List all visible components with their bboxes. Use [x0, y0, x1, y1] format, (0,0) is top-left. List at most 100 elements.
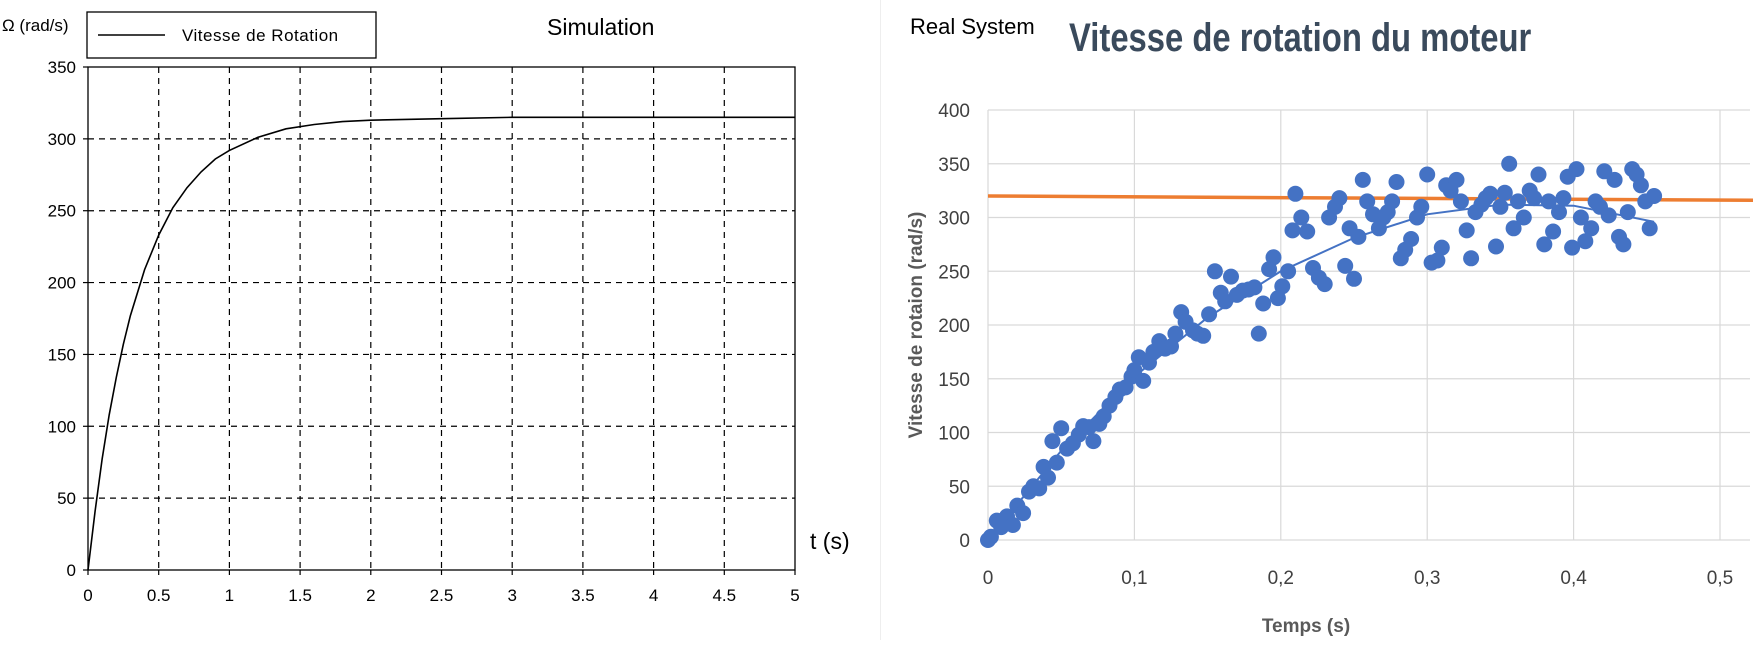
real-data-point [1555, 190, 1572, 207]
real-data-point [1606, 171, 1623, 188]
real-data-point [1223, 268, 1239, 285]
sim-x-tick-label: 3 [507, 586, 516, 605]
sim-x-tick-label: 5 [790, 586, 799, 605]
real-data-point [1287, 185, 1304, 202]
real-data-point [1217, 293, 1234, 310]
real-x-tick-label: 0,4 [1560, 568, 1587, 589]
real-data-point [1299, 223, 1316, 240]
real-x-tick-label: 0,1 [1121, 568, 1147, 589]
real-data-point [1433, 239, 1450, 256]
real-y-tick-label: 350 [938, 155, 970, 176]
real-data-point [1526, 190, 1543, 207]
real-data-point [1031, 480, 1048, 497]
real-data-point [1163, 338, 1179, 355]
real-data-point [1536, 236, 1553, 253]
real-data-point [1388, 174, 1405, 190]
real-data-point [1568, 161, 1585, 178]
real-x-tick-label: 0,5 [1707, 568, 1733, 589]
real-data-point [1255, 295, 1272, 312]
sim-series-line [87, 116, 795, 571]
real-y-tick-label: 200 [938, 316, 970, 337]
sim-plot-frame [87, 66, 796, 571]
sim-y-tick-label: 150 [48, 345, 76, 364]
real-y-tick-label: 0 [959, 531, 970, 552]
real-data-point [1265, 249, 1282, 266]
real-data-point [1510, 193, 1526, 210]
real-data-point [1274, 278, 1291, 295]
real-data-point [1331, 190, 1348, 207]
real-system-chart: 0 50 100 150 200 250 300 350 400 0 0,1 0,2 0,3 0,4 0,5… [906, 101, 1753, 637]
real-data-point [1293, 209, 1310, 226]
real-data-point [1337, 257, 1354, 274]
real-data-point [1354, 171, 1371, 188]
sim-x-tick-label: 4 [649, 586, 658, 605]
sim-x-tick-label: 0 [83, 586, 92, 605]
real-data-point [1250, 325, 1267, 342]
real-data-point [1632, 177, 1649, 194]
real-data-point [1463, 250, 1480, 267]
real-system-label: Real System [910, 14, 1035, 39]
real-data-point [1384, 193, 1401, 210]
real-data-point [1044, 433, 1061, 450]
simulation-chart: 0 0.5 1 1.5 2 2.5 3 3.5 4 4.5 50501001502002503003… [2, 11, 850, 605]
real-data-point [1403, 231, 1420, 247]
sim-y-tick-label: 250 [48, 202, 76, 221]
sim-y-tick-label: 50 [57, 489, 76, 508]
real-data-point [1419, 166, 1436, 183]
real-data-point [1458, 222, 1475, 239]
sim-y-tick-label: 300 [48, 130, 76, 149]
real-data-point [1641, 220, 1658, 237]
real-data-point [1448, 171, 1465, 188]
sim-legend-label: Vitesse de Rotation [182, 26, 339, 45]
real-data-point [1201, 306, 1218, 323]
real-data-point [1452, 193, 1469, 210]
real-data-point [1619, 204, 1636, 221]
real-data-point [1505, 220, 1522, 237]
real-data-point [1316, 276, 1333, 293]
real-trend-line [987, 203, 1655, 541]
real-data-point [1540, 193, 1557, 210]
sim-x-tick-label: 4.5 [712, 586, 736, 605]
real-data-point [1004, 517, 1021, 533]
real-data-point [1167, 325, 1184, 342]
real-x-tick-label: 0 [983, 568, 994, 589]
real-data-point [982, 528, 999, 545]
real-data-point [1429, 252, 1446, 269]
real-data-point [1359, 193, 1376, 210]
real-data-point [1572, 209, 1589, 226]
real-chart-title: Vitesse de rotation du moteur [1069, 16, 1532, 60]
real-y-tick-label: 300 [938, 209, 970, 230]
real-data-point [1600, 207, 1617, 224]
real-y-tick-label: 50 [949, 477, 970, 498]
real-x-axis-label: Temps (s) [1262, 616, 1350, 637]
real-data-point [1350, 228, 1367, 245]
real-data-point [1496, 184, 1513, 201]
real-data-point [1488, 238, 1504, 255]
sim-x-axis-label: t (s) [810, 528, 850, 554]
real-data-point [1085, 433, 1102, 450]
sim-y-tick-label: 350 [48, 58, 76, 77]
real-data-point [1646, 188, 1663, 204]
sim-y-tick-label: 0 [67, 561, 76, 580]
real-data-point [1048, 454, 1065, 471]
sim-x-tick-label: 1 [225, 586, 234, 605]
real-y-tick-label: 250 [938, 262, 970, 283]
real-data-point [1246, 279, 1263, 296]
real-data-point [1492, 198, 1509, 215]
real-system-panel: Real System Vitesse de rotation du moteu… [880, 0, 1753, 640]
real-data-point [1206, 263, 1223, 280]
real-data-point [1501, 155, 1518, 172]
real-data-point [1195, 327, 1212, 344]
simulation-panel: Simulation 0 0.5 1 1.5 2 2.5 3 3.5 4 4.5 5 0 50 100 15… [0, 0, 880, 640]
real-data-point [1135, 372, 1152, 389]
sim-y-tick-label: 100 [48, 417, 76, 436]
real-y-axis-label: Vitesse de rotaion (rad/s) [906, 212, 927, 439]
real-data-point [1530, 166, 1547, 183]
real-data-point [1577, 233, 1594, 250]
real-data-point [1040, 469, 1056, 486]
real-data-point [1482, 185, 1499, 202]
real-data-point [1280, 263, 1297, 280]
real-data-point [1053, 420, 1070, 437]
panel-divider [880, 0, 881, 640]
real-data-point [1545, 223, 1562, 240]
